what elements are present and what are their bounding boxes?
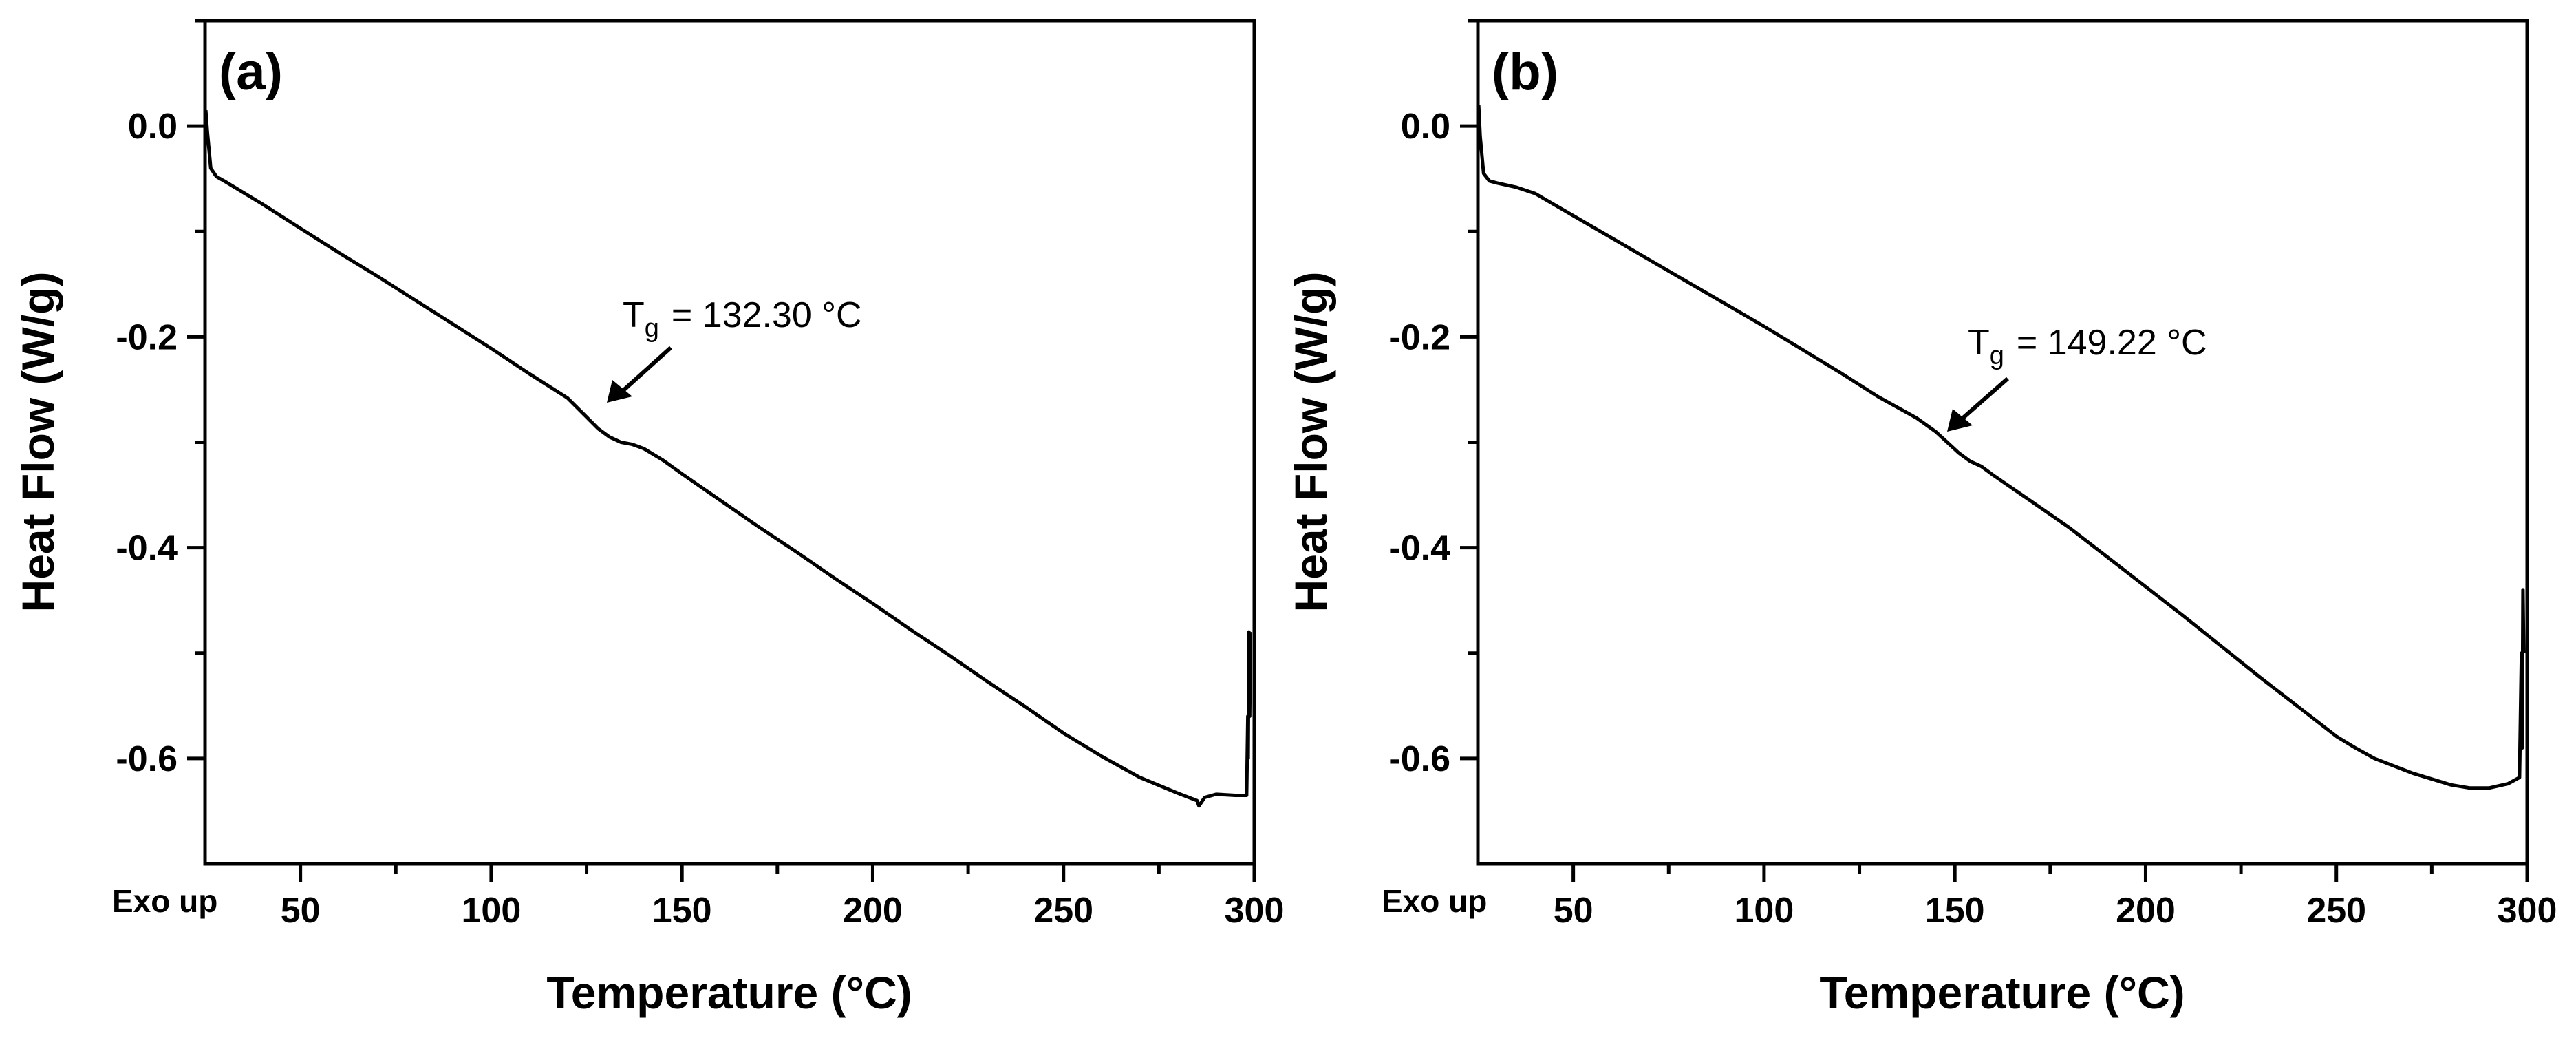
- x-tick-label: 300: [1225, 891, 1285, 931]
- tg-annotation: Tg = 149.22 °C: [1947, 323, 2207, 432]
- y-tick-label: -0.2: [1388, 317, 1450, 357]
- panel-label: (a): [219, 43, 283, 101]
- tg-symbol: T: [623, 295, 645, 335]
- tick-marks: [1460, 19, 2529, 882]
- svg-text:Tg= 149.22 °C: Tg = 149.22 °C: [1968, 323, 2207, 370]
- y-tick-label: -0.4: [1388, 529, 1450, 569]
- y-tick-label: 0.0: [128, 107, 178, 147]
- heat-flow-line: [204, 110, 1252, 808]
- tg-arrow-shaft: [621, 346, 673, 393]
- x-tick-label: 250: [1033, 891, 1093, 931]
- x-tick-label: 200: [2116, 891, 2176, 931]
- y-tick-label: 0.0: [1401, 107, 1450, 147]
- x-tick-label: 100: [1735, 891, 1794, 931]
- tg-value: = 149.22 °C: [2017, 323, 2207, 363]
- heat-flow-line: [1477, 105, 2526, 790]
- x-tick-label: 150: [652, 891, 712, 931]
- y-tick-label: -0.6: [116, 739, 178, 779]
- plot-frame: [203, 19, 1256, 866]
- plot-frame: [1476, 19, 2529, 866]
- tg-subscript: g: [645, 314, 659, 343]
- tg-annotation: Tg = 132.30 °C: [607, 295, 862, 403]
- chart-panel-b: 50 100 150 200 250 300 0.0 -0.2 -0.4 -0.6 (b) Exo…: [1285, 19, 2557, 1018]
- x-axis-title: Temperature (°C): [1819, 967, 2185, 1018]
- tg-subscript: g: [1990, 341, 2004, 370]
- tick-labels: 50 100 150 200 250 300 0.0 -0.2 -0.4 -0.6: [1388, 107, 2557, 931]
- y-axis-title: Heat Flow (W/g): [1285, 272, 1336, 613]
- chart-panel-a: 50 100 150 200 250 300 0.0 -0.2 -0.4 -0.6 (a) Exo…: [12, 19, 1284, 1018]
- panel-label: (b): [1492, 43, 1558, 101]
- tick-labels: 50 100 150 200 250 300 0.0 -0.2 -0.4 -0.6: [116, 107, 1284, 931]
- x-tick-label: 50: [1554, 891, 1593, 931]
- x-tick-label: 100: [462, 891, 522, 931]
- tg-arrow-shaft: [1961, 377, 2009, 421]
- tg-arrow-head: [607, 380, 632, 403]
- x-tick-label: 50: [281, 891, 321, 931]
- y-tick-label: -0.2: [116, 317, 178, 357]
- tg-symbol: T: [1968, 323, 1990, 363]
- tg-value: = 132.30 °C: [672, 295, 862, 335]
- y-tick-label: -0.4: [116, 529, 178, 569]
- tg-arrow-head: [1947, 409, 1973, 432]
- y-tick-label: -0.6: [1388, 739, 1450, 779]
- x-axis-title: Temperature (°C): [546, 967, 912, 1018]
- y-axis-title: Heat Flow (W/g): [12, 272, 63, 613]
- x-tick-label: 200: [843, 891, 903, 931]
- exo-up-label: Exo up: [112, 883, 217, 919]
- x-tick-label: 300: [2498, 891, 2557, 931]
- exo-up-label: Exo up: [1382, 883, 1487, 919]
- x-tick-label: 250: [2306, 891, 2366, 931]
- svg-text:Tg= 132.30 °C: Tg = 132.30 °C: [623, 295, 862, 343]
- tick-marks: [187, 19, 1256, 882]
- x-tick-label: 150: [1925, 891, 1985, 931]
